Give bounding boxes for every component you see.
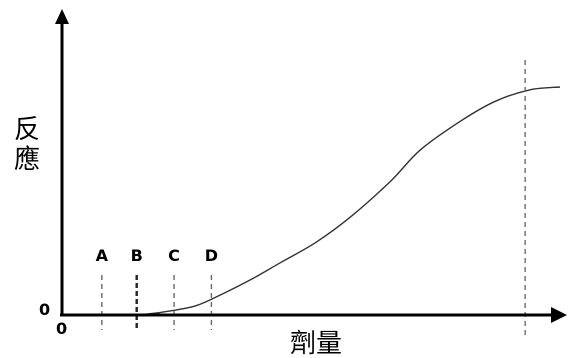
dose-markers: A B C D xyxy=(96,60,526,335)
y-axis-title: 反應 xyxy=(14,115,40,175)
y-origin-label: 0 xyxy=(39,300,50,319)
marker-label-d: D xyxy=(205,246,218,265)
x-origin-label: 0 xyxy=(56,319,67,338)
x-axis-arrow-icon xyxy=(551,307,567,323)
marker-label-b: B xyxy=(131,246,143,265)
marker-label-a: A xyxy=(96,246,109,265)
y-axis-arrow-icon xyxy=(55,9,69,24)
marker-label-c: C xyxy=(168,246,180,265)
dose-response-curve xyxy=(61,86,561,316)
x-axis-title: 劑量 xyxy=(290,329,342,358)
plot-area: A B C D xyxy=(61,60,561,335)
